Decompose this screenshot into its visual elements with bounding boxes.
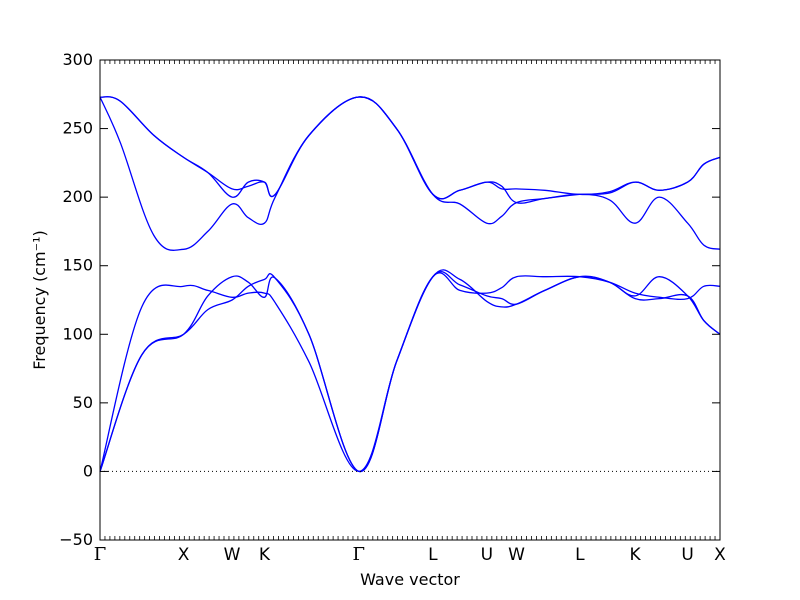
x-kpoint-label: W [508, 545, 525, 565]
y-tick-label: 100 [62, 324, 93, 343]
ticks-group [99, 59, 721, 541]
band-line-2 [99, 269, 721, 473]
x-kpoint-label: U [681, 545, 693, 565]
y-tick-label: −50 [59, 530, 93, 549]
band-line-5 [99, 96, 721, 204]
band-line-3 [99, 272, 721, 473]
plot-frame [99, 59, 721, 541]
x-kpoint-label: Γ [94, 544, 107, 565]
x-kpoint-label: K [630, 545, 642, 565]
y-axis-title: Frequency (cm⁻¹) [30, 230, 49, 369]
x-kpoint-label: L [428, 545, 438, 565]
y-tick-label: 300 [62, 50, 93, 69]
x-axis-title: Wave vector [360, 570, 460, 589]
y-tick-label: 0 [83, 461, 93, 480]
band-line-4 [99, 96, 721, 251]
y-tick-label: 50 [73, 393, 93, 412]
x-kpoint-label: X [714, 545, 726, 565]
y-tick-label: 250 [62, 119, 93, 138]
x-kpoint-label: W [224, 545, 241, 565]
x-kpoint-label: U [481, 545, 493, 565]
band-lines-group [99, 96, 721, 473]
x-kpoint-label: K [259, 545, 271, 565]
x-kpoint-label: Γ [353, 544, 366, 565]
y-tick-label: 150 [62, 256, 93, 275]
y-tick-label: 200 [62, 187, 93, 206]
x-kpoint-label: X [178, 545, 190, 565]
band-line-1 [99, 271, 721, 473]
x-kpoint-label: L [575, 545, 585, 565]
band-line-6 [99, 96, 721, 200]
